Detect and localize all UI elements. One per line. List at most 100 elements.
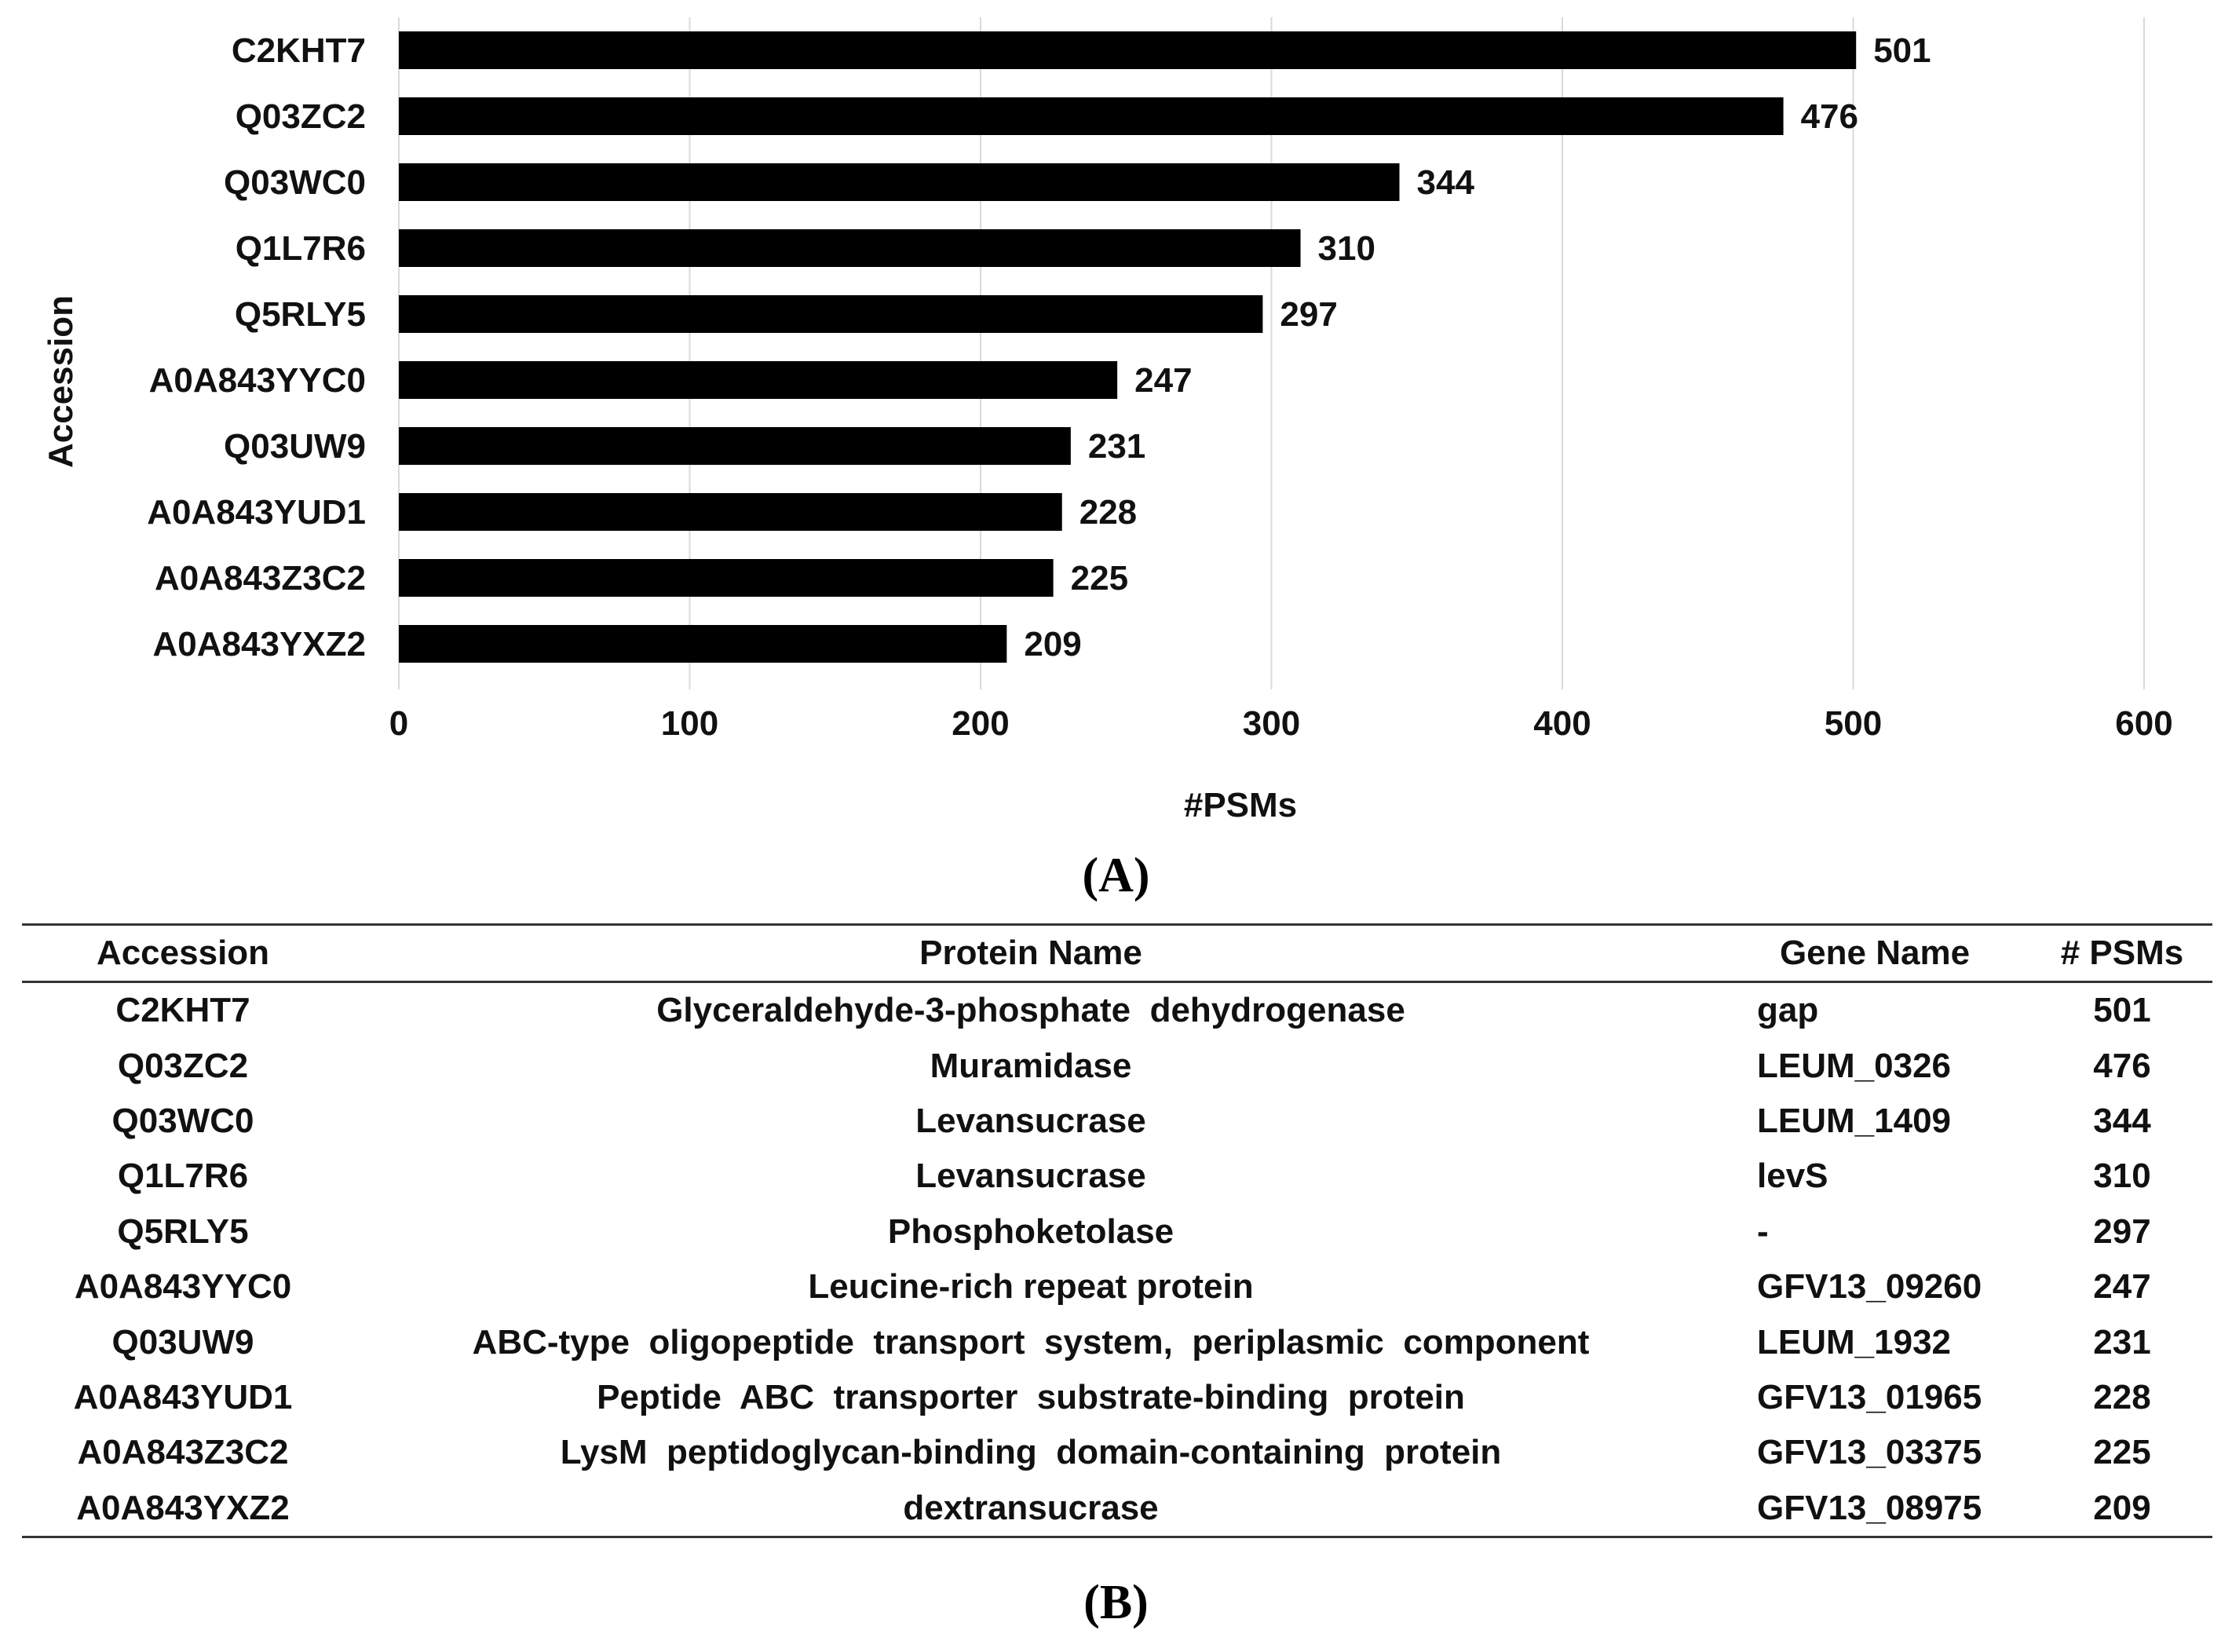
data-label: 344 [1417,163,1475,202]
table-row: Q5RLY5 Phosphoketolase - 297 [22,1204,2212,1259]
psm-bar-chart: 0 100 200 300 400 500 600 C2KHT7 501 Q03ZC2 476 Q03… [42,17,2173,824]
cell-protein-name: Levansucrase [915,1157,1146,1196]
cell-psms: 225 [2093,1433,2151,1472]
table-row: A0A843YYC0 Leucine-rich repeat protein GFV… [22,1259,2212,1314]
table-row: A0A843YUD1 Peptide ABC transporter substr… [22,1370,2212,1425]
data-label: 225 [1071,559,1128,598]
y-tick-label: Q03ZC2 [236,97,366,136]
y-tick-label: A0A843YUD1 [147,493,366,532]
cell-accession: Q1L7R6 [117,1157,249,1196]
cell-accession: Q03WC0 [111,1101,254,1140]
x-tick-label: 0 [389,704,408,743]
bar [399,361,1118,399]
panel-b-label: (B) [1083,1576,1149,1629]
bar [399,31,1857,69]
table-row: Q03ZC2 Muramidase LEUM_0326 476 [22,1038,2212,1093]
data-label: 231 [1088,427,1145,466]
data-label: 297 [1280,295,1337,334]
cell-accession: Q03UW9 [111,1322,254,1361]
cell-psms: 476 [2093,1046,2151,1085]
data-label: 247 [1134,361,1192,400]
data-label: 310 [1318,229,1375,268]
bar [399,295,1263,333]
bar [399,229,1301,267]
cell-gene-name: GFV13_08975 [1718,1480,2032,1538]
x-tick-label: 400 [1533,704,1591,743]
y-axis-title: Accession [42,295,80,468]
bar [399,427,1071,465]
cell-protein-name: Glyceraldehyde-3-phosphate dehydrogenase [656,991,1405,1030]
table-row: A0A843Z3C2 LysM peptidoglycan-binding dom… [22,1425,2212,1480]
cell-psms: 231 [2093,1322,2151,1361]
cell-psms: 247 [2093,1267,2151,1307]
table-row: Q03WC0 Levansucrase LEUM_1409 344 [22,1094,2212,1149]
cell-gene-name: - [1757,1212,1769,1251]
table-row: C2KHT7 Glyceraldehyde-3-phosphate dehydro… [22,982,2212,1039]
cell-accession: C2KHT7 [115,991,250,1030]
cell-psms: 228 [2093,1377,2151,1416]
cell-protein-name: LysM peptidoglycan-binding domain-contai… [560,1433,1502,1472]
y-tick-label: Q1L7R6 [236,229,366,268]
y-tick-label: Q03UW9 [224,427,366,466]
data-label: 228 [1079,493,1137,532]
bar [399,163,1400,201]
cell-gene-name: GFV13_03375 [1757,1433,1982,1472]
y-tick-label: A0A843YYC0 [149,361,366,400]
bar [399,493,1062,531]
cell-accession: Q03ZC2 [117,1046,249,1085]
y-tick-label: A0A843Z3C2 [155,559,366,598]
cell-psms: 344 [2093,1101,2151,1140]
y-tick-label: Q5RLY5 [235,295,366,334]
protein-table: Accession Protein Name Gene Name # PSMs … [22,923,2212,1538]
table-header-row: Accession Protein Name Gene Name # PSMs [22,923,2212,983]
x-tick-label: 500 [1825,704,1882,743]
x-axis-title: #PSMs [1184,786,1297,824]
cell-accession: A0A843YYC0 [74,1267,292,1307]
cell-protein-name: Peptide ABC transporter substrate-bindin… [597,1377,1465,1416]
cell-gene-name: LEUM_1409 [1757,1101,1952,1140]
cell-protein-name: Leucine-rich repeat protein [808,1267,1254,1307]
table-row: Q03UW9 ABC-type oligopeptide transport sy… [22,1314,2212,1369]
bar [399,97,1784,135]
table-row: A0A843YXZ2 dextransucrase GFV13_08975 209 [22,1480,2212,1538]
bar [399,625,1007,663]
cell-gene-name: GFV13_01965 [1757,1377,1982,1416]
cell-accession: A0A843YXZ2 [22,1480,344,1538]
cell-gene-name: GFV13_09260 [1757,1267,1982,1307]
x-tick-label: 300 [1243,704,1300,743]
bar [399,559,1054,597]
cell-psms: 297 [2093,1212,2151,1251]
cell-gene-name: gap [1757,991,1819,1030]
header-accession: Accession [22,923,344,983]
cell-accession: Q5RLY5 [117,1212,249,1251]
cell-protein-name: Muramidase [930,1046,1132,1085]
panel-a-label: (A) [1082,849,1150,902]
table-row: Q1L7R6 Levansucrase levS 310 [22,1149,2212,1204]
cell-protein-name: dextransucrase [344,1480,1718,1538]
cell-protein-name: Phosphoketolase [887,1212,1174,1251]
header-gene-name: Gene Name [1718,923,2032,983]
cell-gene-name: LEUM_0326 [1757,1046,1952,1085]
cell-psms: 209 [2032,1480,2212,1538]
cell-psms: 501 [2093,991,2151,1030]
x-tick-label: 600 [2115,704,2172,743]
cell-accession: A0A843Z3C2 [77,1433,289,1472]
x-tick-label: 200 [952,704,1009,743]
y-tick-label: Q03WC0 [224,163,366,202]
cell-protein-name: Levansucrase [915,1101,1146,1140]
cell-protein-name: ABC-type oligopeptide transport system, … [472,1322,1590,1361]
cell-accession: A0A843YUD1 [73,1377,293,1416]
data-label: 476 [1801,97,1858,136]
cell-gene-name: levS [1757,1157,1828,1196]
protein-table-wrap: Accession Protein Name Gene Name # PSMs … [22,923,2212,1538]
header-protein-name: Protein Name [344,923,1718,983]
header-psms: # PSMs [2032,923,2212,983]
x-tick-label: 100 [661,704,718,743]
y-tick-label: C2KHT7 [232,31,366,70]
y-tick-label: A0A843YXZ2 [153,625,366,663]
cell-gene-name: LEUM_1932 [1757,1322,1952,1361]
data-label: 501 [1873,31,1931,70]
data-label: 209 [1024,625,1081,663]
cell-psms: 310 [2093,1157,2151,1196]
